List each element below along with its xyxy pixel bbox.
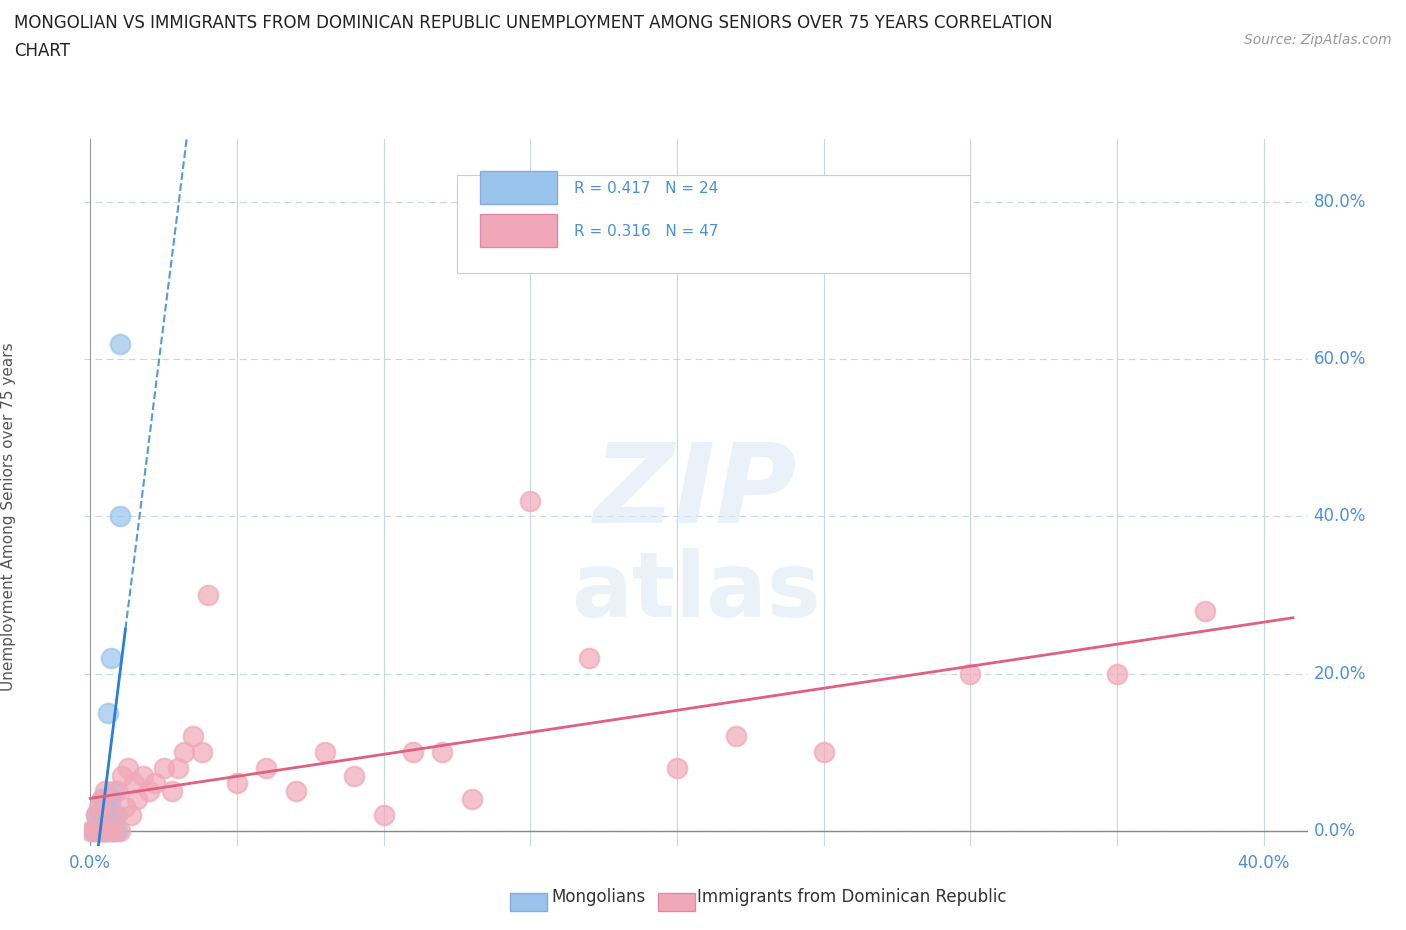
Text: 40.0%: 40.0% bbox=[1313, 508, 1365, 525]
Point bbox=[132, 768, 155, 783]
Point bbox=[87, 823, 110, 838]
Point bbox=[181, 729, 204, 744]
Point bbox=[173, 745, 195, 760]
Point bbox=[152, 761, 174, 776]
Point bbox=[100, 823, 122, 838]
Point bbox=[108, 337, 131, 352]
Point bbox=[117, 761, 139, 776]
Point bbox=[94, 823, 117, 838]
Text: R = 0.417   N = 24: R = 0.417 N = 24 bbox=[574, 180, 718, 195]
Text: R = 0.316   N = 47: R = 0.316 N = 47 bbox=[574, 224, 718, 239]
Point bbox=[94, 807, 117, 822]
Point bbox=[84, 807, 107, 822]
Point bbox=[91, 791, 114, 806]
Text: 0.0%: 0.0% bbox=[69, 854, 111, 872]
Point bbox=[79, 823, 101, 838]
Point bbox=[578, 650, 600, 665]
FancyBboxPatch shape bbox=[481, 214, 557, 247]
Text: Immigrants from Dominican Republic: Immigrants from Dominican Republic bbox=[697, 888, 1007, 907]
Point bbox=[100, 807, 122, 822]
Point bbox=[105, 807, 128, 822]
Point bbox=[402, 745, 425, 760]
Text: 0.0%: 0.0% bbox=[1313, 821, 1355, 840]
Point bbox=[84, 823, 107, 838]
Point bbox=[138, 784, 160, 799]
Point bbox=[94, 823, 117, 838]
Point bbox=[225, 776, 247, 790]
Point bbox=[97, 823, 120, 838]
Point bbox=[87, 800, 110, 815]
Point bbox=[519, 493, 541, 508]
Text: 40.0%: 40.0% bbox=[1237, 854, 1289, 872]
Text: atlas: atlas bbox=[571, 548, 821, 636]
Point bbox=[724, 729, 747, 744]
Point bbox=[127, 791, 149, 806]
FancyBboxPatch shape bbox=[457, 175, 970, 273]
Point bbox=[84, 807, 107, 822]
Point bbox=[1105, 666, 1128, 681]
Point bbox=[82, 823, 104, 838]
Text: CHART: CHART bbox=[14, 42, 70, 60]
Text: Source: ZipAtlas.com: Source: ZipAtlas.com bbox=[1244, 33, 1392, 46]
Point bbox=[120, 807, 142, 822]
Point bbox=[122, 776, 145, 790]
Point bbox=[87, 823, 110, 838]
Point bbox=[314, 745, 336, 760]
Point bbox=[105, 784, 128, 799]
Point bbox=[343, 768, 366, 783]
Point bbox=[105, 823, 128, 838]
Point bbox=[97, 705, 120, 720]
Point bbox=[108, 509, 131, 524]
Point bbox=[167, 761, 190, 776]
Point bbox=[103, 784, 125, 799]
Point bbox=[190, 745, 212, 760]
Point bbox=[108, 823, 131, 838]
Point bbox=[97, 791, 120, 806]
Point bbox=[97, 823, 120, 838]
Point bbox=[197, 588, 219, 603]
Point bbox=[91, 816, 114, 830]
Text: MONGOLIAN VS IMMIGRANTS FROM DOMINICAN REPUBLIC UNEMPLOYMENT AMONG SENIORS OVER : MONGOLIAN VS IMMIGRANTS FROM DOMINICAN R… bbox=[14, 14, 1053, 32]
Point bbox=[460, 791, 482, 806]
Text: 80.0%: 80.0% bbox=[1313, 193, 1365, 211]
Text: ZIP: ZIP bbox=[595, 439, 797, 547]
Point bbox=[91, 823, 114, 838]
Point bbox=[143, 776, 166, 790]
Point bbox=[87, 807, 110, 822]
Point bbox=[373, 807, 395, 822]
Point bbox=[1194, 604, 1216, 618]
Point bbox=[91, 791, 114, 806]
Text: Mongolians: Mongolians bbox=[551, 888, 645, 907]
Point bbox=[94, 784, 117, 799]
Point bbox=[254, 761, 277, 776]
Point bbox=[94, 800, 117, 815]
Point bbox=[103, 823, 125, 838]
Point bbox=[82, 823, 104, 838]
Point bbox=[162, 784, 184, 799]
Point bbox=[91, 823, 114, 838]
Point bbox=[813, 745, 835, 760]
Point bbox=[103, 807, 125, 822]
Text: 60.0%: 60.0% bbox=[1313, 351, 1365, 368]
Point bbox=[100, 650, 122, 665]
Point bbox=[665, 761, 688, 776]
Text: Unemployment Among Seniors over 75 years: Unemployment Among Seniors over 75 years bbox=[0, 342, 15, 691]
Point bbox=[111, 768, 134, 783]
FancyBboxPatch shape bbox=[481, 171, 557, 204]
Point bbox=[959, 666, 981, 681]
Point bbox=[432, 745, 454, 760]
Point bbox=[114, 800, 136, 815]
Point bbox=[103, 823, 125, 838]
Text: 20.0%: 20.0% bbox=[1313, 665, 1367, 683]
Point bbox=[284, 784, 307, 799]
Point bbox=[100, 791, 122, 806]
